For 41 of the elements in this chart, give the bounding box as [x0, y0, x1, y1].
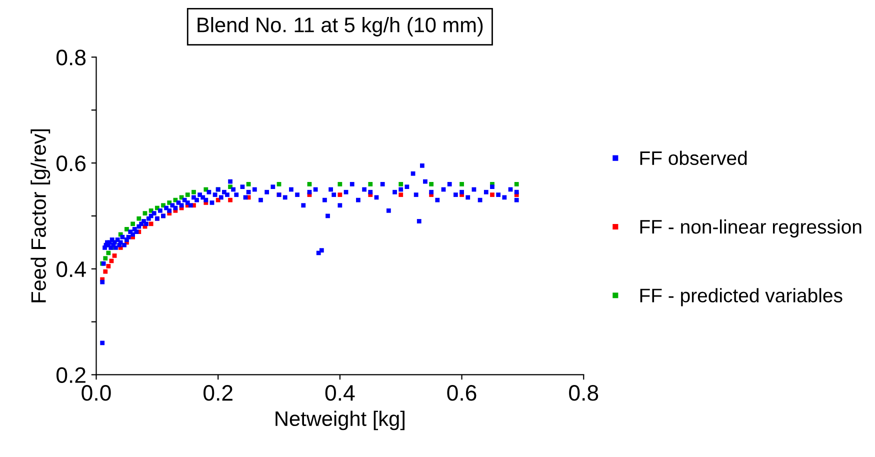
point — [429, 182, 434, 186]
point — [338, 192, 342, 197]
y-tick-label: 0.4 — [56, 261, 86, 278]
point — [228, 198, 232, 202]
point — [338, 182, 342, 186]
point — [398, 192, 404, 197]
y-tick-label: 0.8 — [56, 50, 86, 66]
point — [109, 258, 114, 264]
legend-label: FF observed — [640, 150, 747, 166]
x-tick-label: 0.8 — [569, 385, 598, 401]
point — [490, 192, 494, 197]
point — [130, 222, 135, 226]
point — [142, 211, 148, 216]
y-axis-title: Feed Factor [g/rev] — [30, 129, 50, 302]
legend-label: FF - non-linear regression — [640, 219, 862, 238]
y-tick-label: 0.2 — [56, 367, 86, 384]
point — [276, 182, 282, 186]
point — [514, 182, 519, 186]
point — [112, 253, 117, 258]
point — [136, 216, 142, 221]
x-axis-title: Netweight [kg] — [276, 410, 404, 430]
point — [124, 226, 129, 232]
legend-label: FF - predicted variables — [640, 288, 842, 306]
point — [106, 250, 111, 256]
x-tick-label: 0.2 — [204, 385, 232, 401]
point — [246, 182, 251, 186]
x-tick-label: 0.4 — [325, 385, 355, 401]
point — [185, 192, 190, 197]
point — [103, 269, 108, 274]
point — [368, 182, 373, 186]
point — [460, 182, 464, 186]
chart-title: Blend No. 11 at 5 kg/h (10 mm) — [198, 17, 483, 36]
x-tick-label: 0.6 — [447, 385, 476, 401]
point — [148, 222, 154, 226]
point — [192, 190, 196, 194]
point — [106, 264, 111, 268]
x-tick-label: 0.0 — [82, 385, 111, 401]
point — [307, 182, 312, 186]
point — [398, 182, 404, 186]
point — [103, 256, 108, 260]
y-tick-label: 0.6 — [56, 156, 86, 172]
